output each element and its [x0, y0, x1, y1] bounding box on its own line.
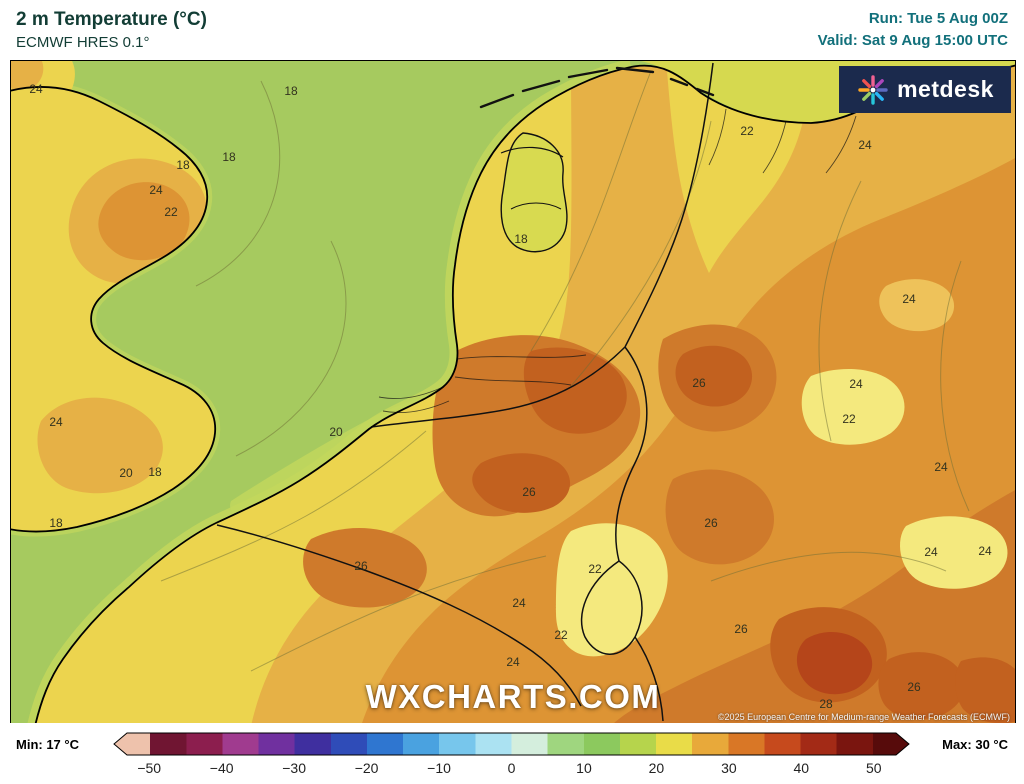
metdesk-logo-text: metdesk [897, 76, 994, 102]
colorbar-tick-label: −20 [354, 760, 379, 776]
colorbar-tick-label: −50 [137, 760, 162, 776]
map-container: 24 18 18 18 24 22 22 24 18 24 26 24 22 24 20 20 18 24 26 26… [10, 60, 1016, 725]
header-left: 2 m Temperature (°C) ECMWF HRES 0.1° [16, 8, 207, 51]
colorbar-tick-label: 20 [648, 760, 665, 776]
colorbar-tick-label: 50 [865, 760, 882, 776]
coastlines [11, 64, 1015, 724]
corner-land-warm [11, 61, 44, 92]
copyright-text: ©2025 European Centre for Medium-range W… [717, 712, 1010, 722]
map-title: 2 m Temperature (°C) [16, 9, 207, 30]
isotherm-lines [160, 70, 970, 672]
colorbar-ticks: −50 −40 −30 −20 −10 0 10 20 30 40 50 [113, 758, 910, 778]
colorbar: −50 −40 −30 −20 −10 0 10 20 30 40 50 [113, 732, 910, 780]
colorbar-footer: Min: 17 °C −50 −40 −30 −20 −10 0 10 20 30 40 50 Ma… [0, 723, 1024, 784]
colorbar-gradient-bar [113, 732, 910, 756]
valid-time: Valid: Sat 9 Aug 15:00 UTC [817, 31, 1008, 49]
wxcharts-watermark: WXCHARTS.COM [365, 678, 661, 715]
colorbar-tick-label: −40 [209, 760, 234, 776]
rivers [378, 108, 857, 413]
colorbar-tick-label: 0 [507, 760, 516, 776]
colorbar-tick-label: −30 [282, 760, 306, 776]
header: 2 m Temperature (°C) ECMWF HRES 0.1° Run… [0, 0, 1024, 58]
colorbar-tick-label: 30 [721, 760, 737, 776]
run-time: Run: Tue 5 Aug 00Z [868, 10, 1008, 27]
continent-landmass [35, 65, 1015, 724]
country-borders [216, 62, 714, 722]
colorbar-tick-label: 10 [576, 760, 592, 776]
model-subtitle: ECMWF HRES 0.1° [16, 33, 150, 51]
header-right: Run: Tue 5 Aug 00Z Valid: Sat 9 Aug 15:0… [818, 8, 1008, 52]
min-temp-label: Min: 17 °C [16, 737, 79, 752]
metdesk-starburst-icon [858, 74, 888, 105]
metdesk-logo: metdesk [839, 66, 1011, 113]
colorbar-tick-label: 40 [793, 760, 810, 776]
wadden-islands [479, 66, 715, 109]
max-temp-label: Max: 30 °C [942, 737, 1008, 752]
temperature-map [11, 61, 1015, 724]
colorbar-tick-label: −10 [427, 760, 451, 776]
